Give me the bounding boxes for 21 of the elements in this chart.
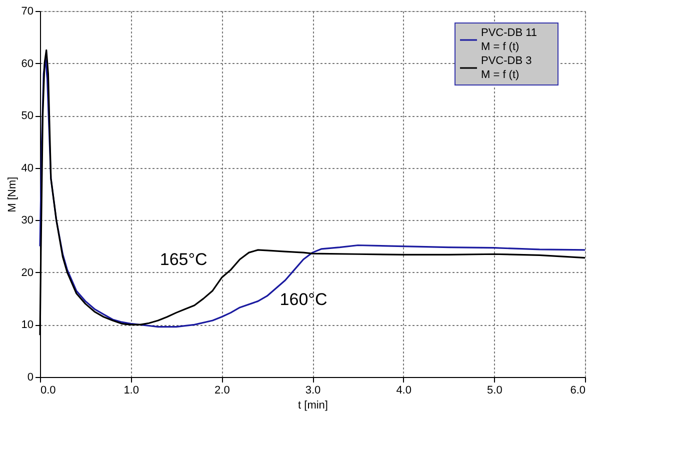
x-tick-label: 3.0 xyxy=(305,384,321,396)
x-tick-label: 5.0 xyxy=(487,384,502,396)
x-tick-label: 1.0 xyxy=(124,384,139,396)
y-tick-label: 50 xyxy=(21,110,34,122)
x-tick-label: 2.0 xyxy=(214,384,230,396)
x-axis-title: t [min] xyxy=(298,400,328,412)
y-tick-label: 0 xyxy=(27,372,34,384)
y-tick-label: 70 xyxy=(21,6,34,18)
y-tick-label: 10 xyxy=(21,319,34,332)
annotation: 160°C xyxy=(280,290,328,310)
y-tick-label: 20 xyxy=(21,266,34,279)
y-tick-label: 40 xyxy=(21,162,34,174)
y-tick-label: 60 xyxy=(21,58,34,70)
x-tick-label: 6.0 xyxy=(570,384,586,396)
annotation: 165°C xyxy=(160,250,208,269)
legend-label: PVC-DB 11 M = f (t) xyxy=(481,27,538,53)
x-tick-label: 4.0 xyxy=(396,384,412,396)
y-tick-label: 30 xyxy=(21,214,34,227)
y-axis-title: M [Nm] xyxy=(6,176,18,212)
x-tick-label: 0.0 xyxy=(40,384,56,396)
legend-label: PVC-DB 3 M = f (t) xyxy=(481,55,532,81)
